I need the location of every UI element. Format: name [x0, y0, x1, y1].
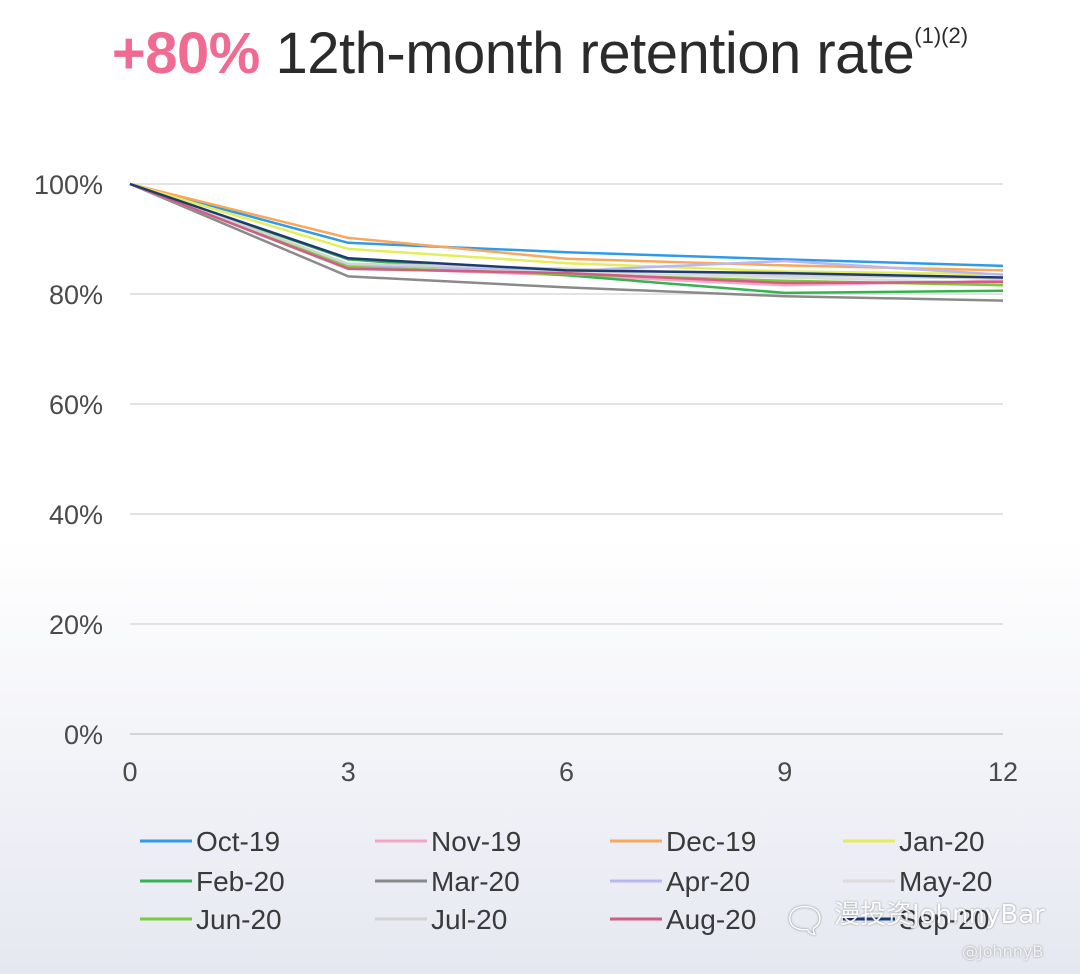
chart-series [129, 182, 1004, 302]
x-tick-label: 3 [341, 757, 356, 787]
series-line [129, 182, 1004, 279]
x-axis-ticks: 0 3 6 9 12 [122, 757, 1018, 787]
legend-label: Oct-19 [196, 826, 280, 857]
y-tick-label: 60% [49, 390, 103, 420]
watermark-badge: 漫投资JohnnyBar [834, 900, 1045, 930]
series-line [129, 182, 1004, 276]
series-line [129, 182, 1004, 272]
chart-gridlines [130, 183, 1003, 735]
legend-label: Mar-20 [431, 866, 520, 897]
wechat-icon: 🗨 [782, 900, 828, 941]
legend-label: Apr-20 [666, 866, 750, 897]
chart-legend: Oct-19 Nov-19 Dec-19 Jan-20 Feb-20 Mar-20 Apr-… [140, 826, 992, 935]
legend-label: Sep-20 [899, 904, 989, 935]
legend-label: Jan-20 [899, 826, 985, 857]
y-tick-label: 80% [49, 280, 103, 310]
legend-label: Dec-19 [666, 826, 756, 857]
chart-title: +80% 12th-month retention rate(1)(2) [0, 20, 1080, 87]
title-highlight: +80% [111, 21, 260, 86]
x-tick-label: 6 [559, 757, 574, 787]
x-tick-label: 0 [122, 757, 137, 787]
y-axis-ticks: 0% 20% 40% 60% 80% 100% [34, 170, 103, 750]
legend-label: Aug-20 [666, 904, 756, 935]
series-line [129, 182, 1004, 268]
title-footnote: (1)(2) [914, 23, 969, 48]
series-line [129, 182, 1004, 285]
x-tick-label: 9 [777, 757, 792, 787]
y-tick-label: 20% [49, 610, 103, 640]
y-tick-label: 40% [49, 500, 103, 530]
legend-label: Feb-20 [196, 866, 285, 897]
y-tick-label: 0% [64, 720, 103, 750]
legend-label: Jul-20 [431, 904, 507, 935]
title-text: 12th-month retention rate [275, 21, 915, 86]
legend-label: May-20 [899, 866, 992, 897]
legend-label: Jun-20 [196, 904, 282, 935]
series-line [129, 182, 1004, 280]
y-tick-label: 100% [34, 170, 103, 200]
x-tick-label: 12 [988, 757, 1018, 787]
legend-label: Nov-19 [431, 826, 521, 857]
watermark-handle: @JohnnyB [962, 942, 1044, 961]
series-line [129, 182, 1004, 302]
